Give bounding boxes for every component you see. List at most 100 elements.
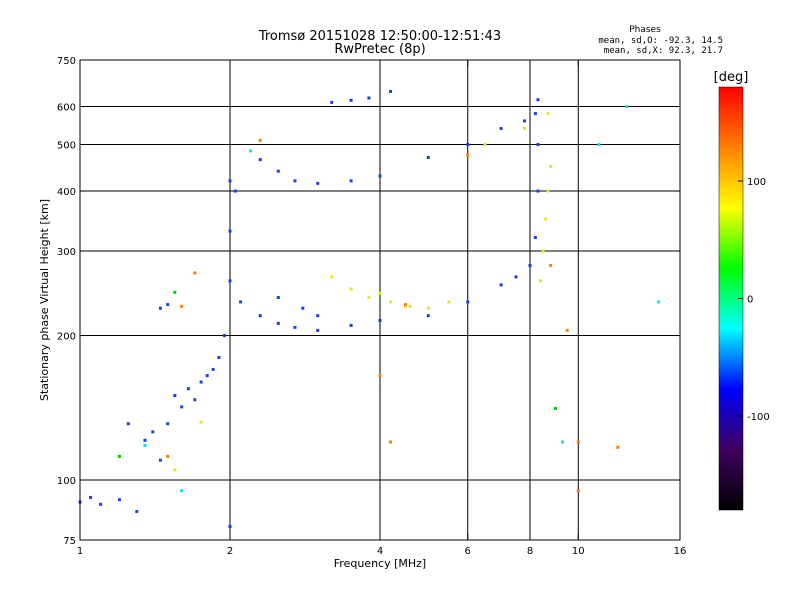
- data-point: [228, 279, 232, 283]
- y-tick-label: 100: [57, 476, 76, 487]
- x-tick-label: 16: [674, 546, 687, 557]
- data-point: [565, 328, 569, 332]
- data-point: [523, 119, 527, 123]
- data-point: [553, 406, 557, 410]
- data-point: [349, 287, 353, 291]
- data-point: [546, 112, 550, 116]
- data-point: [561, 440, 565, 444]
- data-point: [349, 98, 353, 102]
- data-point: [117, 498, 121, 502]
- data-point: [539, 279, 543, 283]
- data-point: [536, 189, 540, 193]
- data-point: [403, 303, 407, 307]
- data-point: [514, 275, 518, 279]
- data-point: [523, 126, 527, 130]
- data-point: [228, 229, 232, 233]
- data-point: [276, 296, 280, 300]
- phases-header: Phases: [629, 25, 661, 35]
- data-points: [78, 89, 661, 529]
- phases-x-line: mean, sd,X: 92.3, 21.7: [604, 46, 723, 56]
- x-tick-label: 2: [227, 546, 233, 557]
- colorbar-tick-label: 100: [747, 177, 766, 188]
- data-point: [330, 275, 334, 279]
- data-point: [616, 445, 620, 449]
- data-point: [199, 420, 203, 424]
- data-point: [258, 158, 262, 162]
- data-point: [193, 271, 197, 275]
- data-point: [349, 323, 353, 327]
- data-point: [330, 100, 334, 104]
- data-point: [367, 296, 371, 300]
- data-point: [403, 304, 407, 308]
- data-point: [211, 367, 215, 371]
- data-point: [193, 398, 197, 402]
- data-point: [89, 495, 93, 499]
- data-point: [549, 263, 553, 267]
- y-tick-label: 200: [57, 332, 76, 343]
- data-point: [541, 249, 545, 253]
- data-point: [625, 105, 629, 109]
- data-point: [143, 444, 147, 448]
- data-point: [223, 334, 227, 338]
- grid-lines: [80, 60, 680, 540]
- data-point: [536, 143, 540, 147]
- y-tick-label: 300: [57, 247, 76, 258]
- colorbar-label: [deg]: [714, 70, 749, 85]
- data-point: [173, 394, 177, 398]
- data-point: [546, 189, 550, 193]
- data-point: [378, 291, 382, 295]
- x-axis-ticks: 1 2 4 6 8 10 16: [77, 60, 687, 557]
- data-point: [180, 489, 184, 493]
- data-point: [657, 300, 661, 304]
- x-tick-label: 1: [77, 546, 83, 557]
- data-point: [389, 440, 393, 444]
- data-point: [389, 300, 393, 304]
- data-point: [205, 374, 209, 378]
- data-point: [166, 454, 170, 458]
- y-tick-label: 750: [57, 56, 76, 67]
- data-point: [533, 236, 537, 240]
- data-point: [316, 328, 320, 332]
- x-tick-label: 8: [527, 546, 533, 557]
- data-point: [367, 96, 371, 100]
- colorbar-tick-label: -100: [747, 412, 770, 423]
- data-point: [158, 458, 162, 462]
- x-tick-label: 6: [465, 546, 471, 557]
- data-point: [301, 306, 305, 310]
- data-point: [408, 304, 412, 308]
- data-point: [158, 306, 162, 310]
- x-tick-label: 4: [377, 546, 383, 557]
- data-point: [233, 189, 237, 193]
- data-point: [258, 138, 262, 142]
- data-point: [576, 440, 580, 444]
- data-point: [117, 454, 121, 458]
- data-point: [166, 303, 170, 307]
- data-point: [536, 98, 540, 102]
- data-point: [466, 300, 470, 304]
- data-point: [576, 489, 580, 493]
- data-point: [426, 314, 430, 318]
- data-point: [135, 509, 139, 513]
- y-axis-ticks: 75 100 200 300 400 500 600 750: [57, 56, 680, 547]
- data-point: [151, 430, 155, 434]
- phases-o-line: mean, sd,O: -92.3, 14.5: [598, 36, 723, 46]
- data-point: [143, 438, 147, 442]
- data-point: [217, 355, 221, 359]
- y-tick-label: 75: [63, 536, 76, 547]
- data-point: [180, 304, 184, 308]
- data-point: [239, 300, 243, 304]
- data-point: [249, 149, 253, 153]
- data-point: [276, 321, 280, 325]
- chart-title: Tromsø 20151028 12:50:00-12:51:43: [258, 29, 501, 44]
- data-point: [166, 422, 170, 426]
- data-point: [99, 502, 103, 506]
- y-axis-label: Stationary phase Virtual Height [km]: [38, 199, 51, 401]
- data-point: [499, 126, 503, 130]
- data-point: [126, 422, 130, 426]
- data-point: [528, 263, 532, 267]
- x-tick-label: 10: [572, 546, 585, 557]
- y-tick-label: 500: [57, 141, 76, 152]
- x-axis-label: Frequency [MHz]: [334, 557, 426, 570]
- data-point: [276, 169, 280, 173]
- data-point: [483, 143, 487, 147]
